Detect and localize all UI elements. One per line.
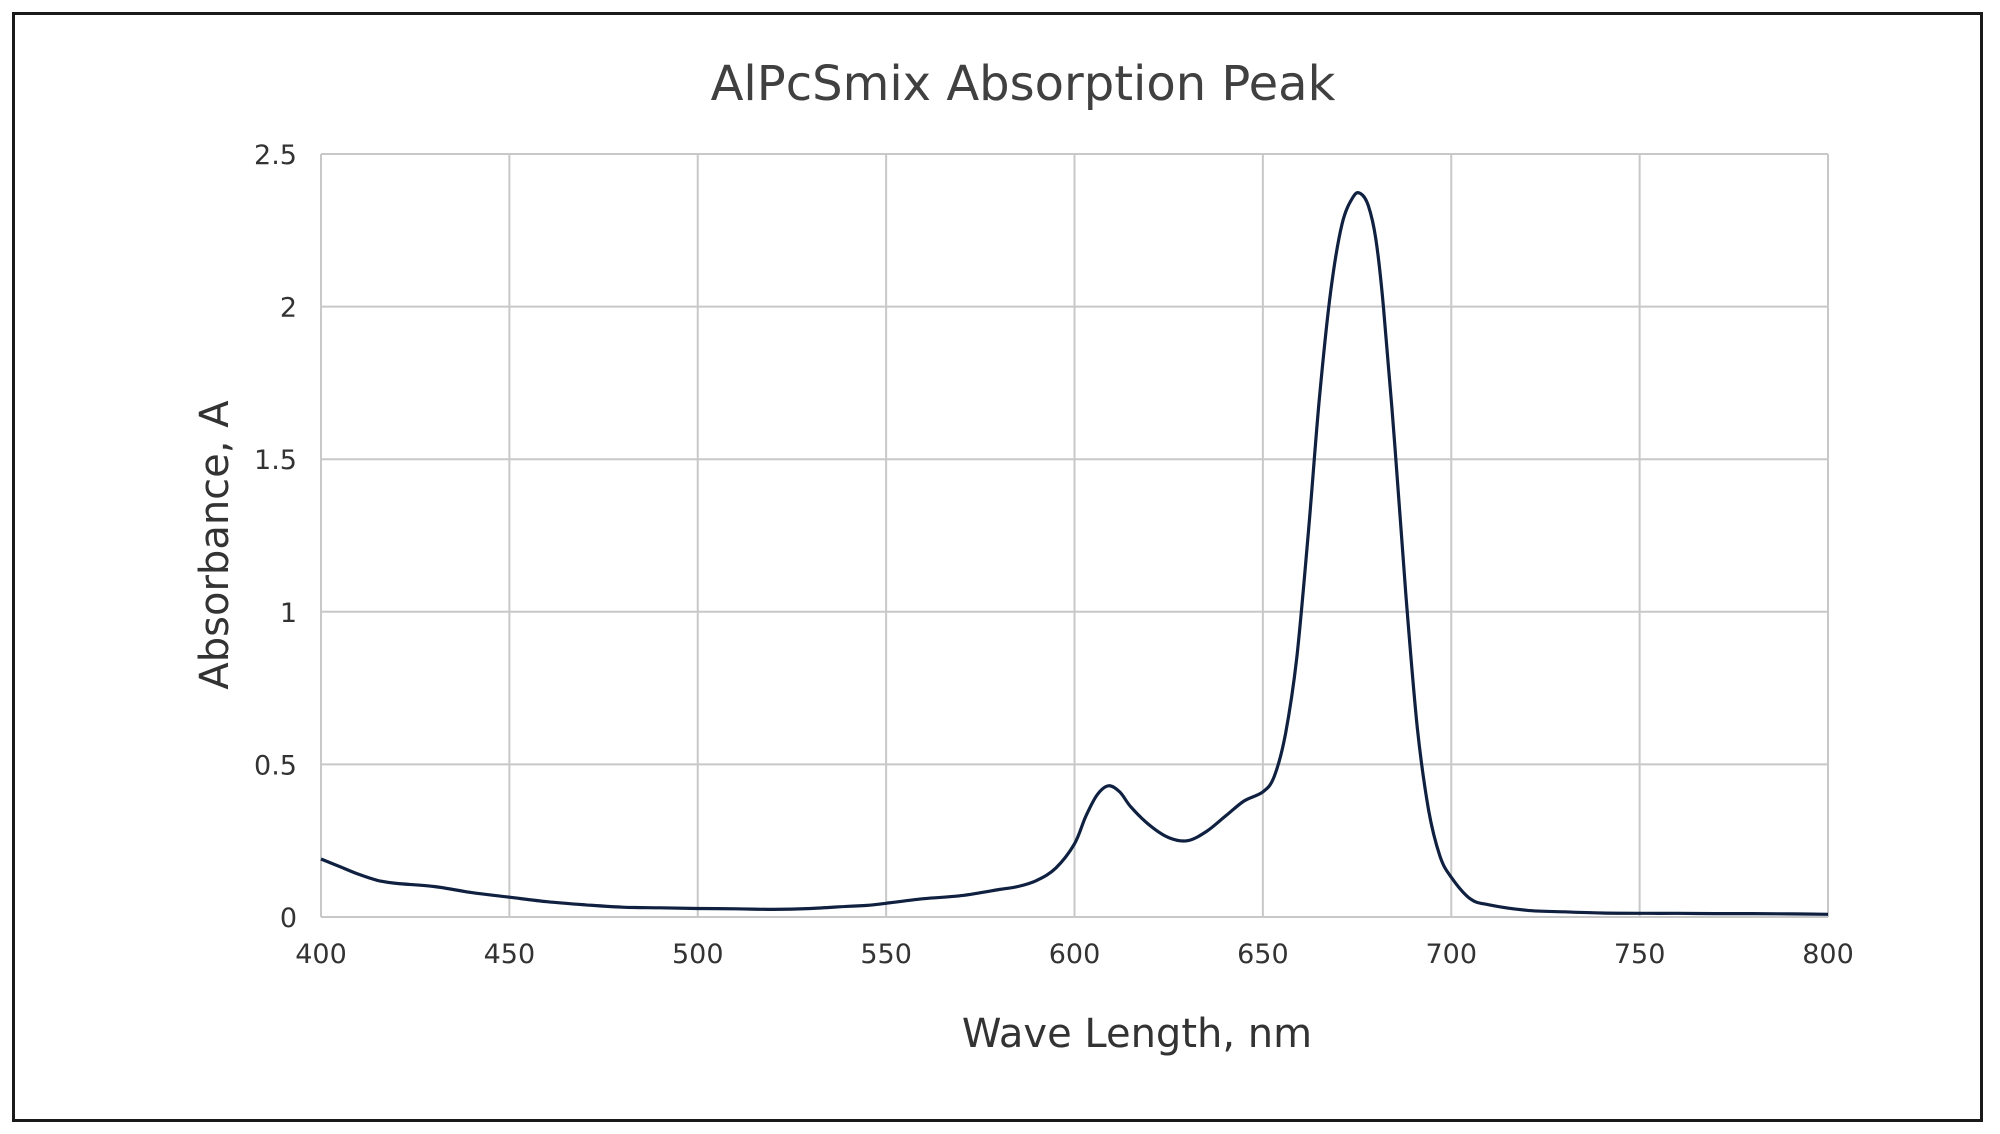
x-tick-label: 450 — [484, 939, 536, 970]
y-axis-label: Absorbance, A — [192, 400, 238, 690]
x-tick-label: 400 — [295, 939, 347, 970]
absorption-chart: 400 450 500 550 600 650 700 750 800 0 0.5 1 1.5 2 2.5… — [192, 56, 1854, 1057]
x-tick-label: 650 — [1237, 939, 1289, 970]
x-tick-label: 550 — [860, 939, 912, 970]
x-axis-label: Wave Length, nm — [962, 1011, 1312, 1057]
chart-title: AlPcSmix Absorption Peak — [711, 56, 1336, 112]
absorbance-series-line — [320, 191, 1829, 916]
x-tick-label: 800 — [1802, 939, 1854, 970]
y-tick-label: 1.5 — [254, 445, 297, 476]
x-tick-label: 750 — [1614, 939, 1666, 970]
x-tick-label: 600 — [1049, 939, 1101, 970]
x-tick-labels: 400 450 500 550 600 650 700 750 800 — [295, 939, 1854, 970]
y-tick-label: 1 — [280, 598, 297, 629]
y-tick-labels: 0 0.5 1 1.5 2 2.5 — [254, 140, 297, 934]
x-tick-label: 700 — [1425, 939, 1477, 970]
y-tick-label: 2.5 — [254, 140, 297, 171]
y-tick-label: 0.5 — [254, 750, 297, 781]
chart-frame: 400 450 500 550 600 650 700 750 800 0 0.5 1 1.5 2 2.5… — [12, 12, 1983, 1122]
y-tick-label: 2 — [280, 293, 297, 324]
y-tick-label: 0 — [280, 903, 297, 934]
grid-layer — [320, 153, 1829, 918]
x-tick-label: 500 — [672, 939, 724, 970]
